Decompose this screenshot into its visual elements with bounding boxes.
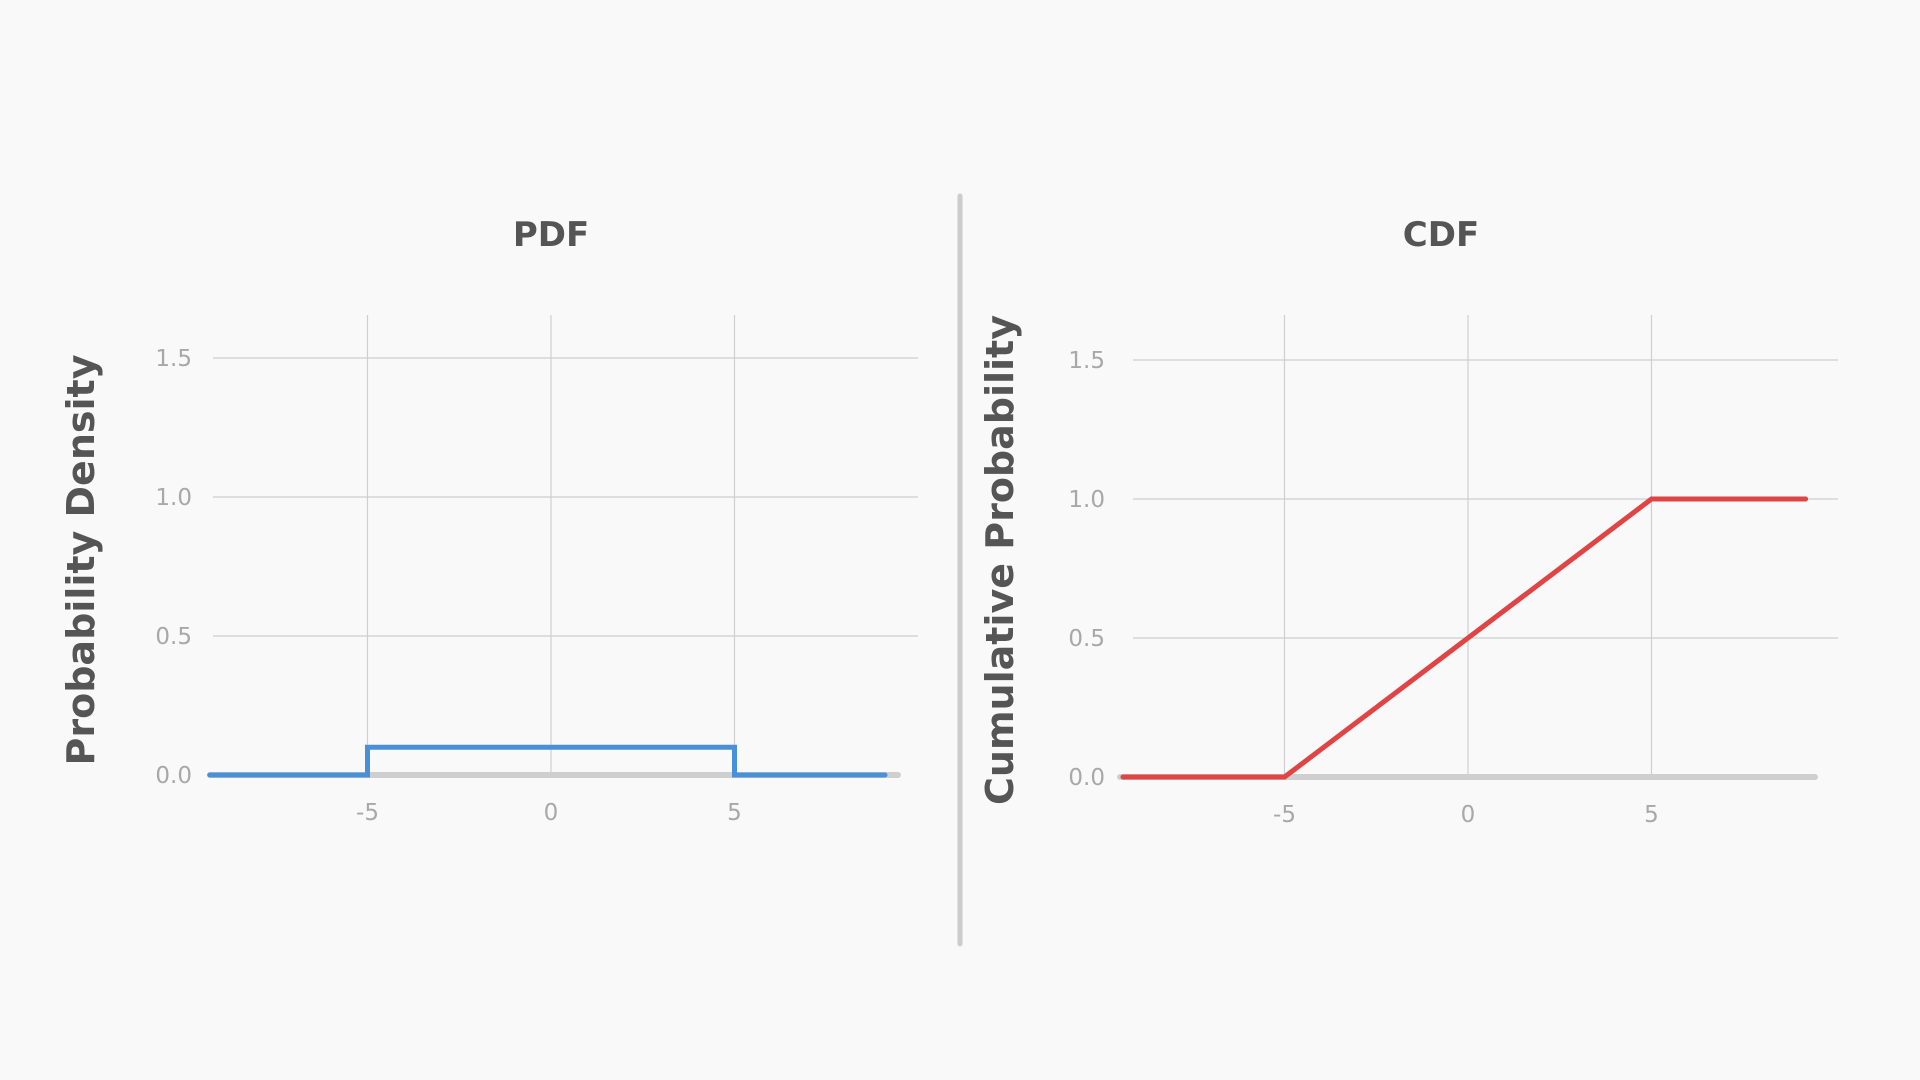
pdf-y-axis-title: Probability Density (59, 354, 103, 765)
series-line (1120, 496, 1809, 780)
pdf-chart: PDF Probability Density 0.0 0.5 1.0 1.5 -5 0… (59, 215, 918, 826)
cdf-y-tick-labels: 0.0 0.5 1.0 1.5 (1068, 348, 1105, 791)
cdf-y-axis-title: Cumulative Probability (978, 315, 1022, 805)
x-tick-label: -5 (356, 800, 379, 826)
pdf-gridlines (213, 315, 918, 775)
x-tick-label: 5 (727, 800, 742, 826)
cdf-series (1120, 496, 1809, 780)
y-tick-label: 0.0 (1068, 765, 1105, 791)
y-tick-label: 1.5 (155, 346, 192, 372)
y-tick-label: 0.5 (1068, 626, 1105, 652)
x-tick-label: 5 (1644, 802, 1659, 828)
y-tick-label: 1.0 (1068, 487, 1105, 513)
pdf-chart-title: PDF (513, 215, 589, 255)
x-tick-label: 0 (544, 800, 559, 826)
pdf-series (207, 744, 888, 778)
y-tick-label: 0.5 (155, 624, 192, 650)
y-tick-label: 1.5 (1068, 348, 1105, 374)
y-tick-label: 0.0 (155, 763, 192, 789)
x-tick-label: -5 (1273, 802, 1296, 828)
x-tick-label: 0 (1461, 802, 1476, 828)
cdf-chart-title: CDF (1403, 215, 1479, 255)
cdf-x-tick-labels: -5 0 5 (1273, 802, 1659, 828)
y-tick-label: 1.0 (155, 485, 192, 511)
cdf-chart: CDF Cumulative Probability 0.00.51.01.5 … (978, 215, 1838, 828)
pdf-y-tick-labels: 0.0 0.5 1.0 1.5 (155, 346, 192, 789)
series-line (207, 744, 888, 778)
pdf-x-tick-labels: -5 0 5 (356, 800, 742, 826)
